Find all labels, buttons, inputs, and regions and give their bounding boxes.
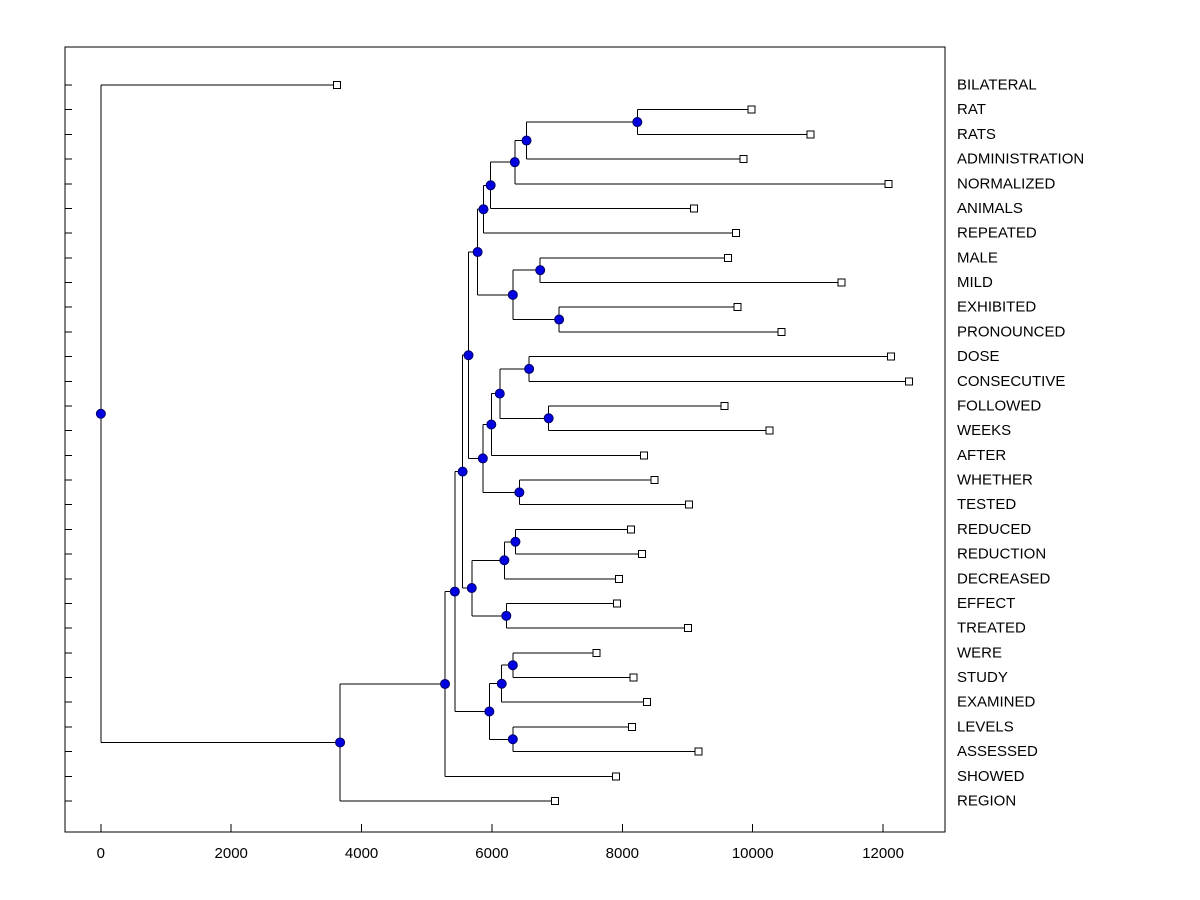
cluster-node-marker (524, 363, 535, 374)
leaf-label: NORMALIZED (957, 175, 1056, 192)
leaf-label: AFTER (957, 447, 1006, 464)
leaf-marker (611, 772, 620, 781)
leaf-marker (615, 574, 624, 583)
leaf-marker (650, 476, 659, 485)
leaf-label: REGION (957, 793, 1016, 810)
leaf-label: SHOWED (957, 768, 1025, 785)
cluster-node-marker (463, 350, 474, 361)
cluster-node-marker (510, 536, 521, 547)
leaf-label: DOSE (957, 348, 1000, 365)
leaf-marker (806, 130, 815, 139)
cluster-node-marker (535, 265, 546, 276)
leaf-marker (684, 624, 693, 633)
cluster-node-marker (457, 466, 468, 477)
leaf-label: EXHIBITED (957, 299, 1036, 316)
leaf-label: REDUCED (957, 521, 1031, 538)
x-axis-tick-label: 10000 (732, 845, 774, 862)
cluster-node-marker (543, 413, 554, 424)
cluster-node-marker (501, 610, 512, 621)
cluster-node-marker (494, 388, 505, 399)
leaf-marker (739, 155, 748, 164)
leaf-marker (551, 797, 560, 805)
cluster-node-marker (440, 678, 451, 689)
plot-box (64, 46, 946, 833)
leaf-marker (723, 253, 732, 262)
leaf-label: RAT (957, 101, 986, 118)
leaf-marker (637, 550, 646, 559)
x-axis-tick-label: 12000 (862, 845, 904, 862)
leaf-label: DECREASED (957, 570, 1051, 587)
cluster-node-marker (449, 586, 460, 597)
leaf-label: WERE (957, 644, 1002, 661)
leaf-marker (643, 698, 652, 707)
leaf-marker (837, 278, 846, 287)
leaf-marker (747, 105, 756, 114)
leaf-label: REPEATED (957, 225, 1037, 242)
leaf-marker (905, 377, 914, 386)
leaf-marker (720, 401, 729, 410)
leaf-marker (690, 204, 699, 213)
leaf-marker (613, 599, 622, 608)
leaf-marker (628, 722, 637, 731)
x-axis-tick-label: 2000 (215, 845, 248, 862)
cluster-node-marker (466, 583, 477, 594)
cluster-node-marker (521, 135, 532, 146)
cluster-node-marker (335, 737, 346, 748)
leaf-label: PRONOUNCED (957, 323, 1066, 340)
leaf-marker (332, 81, 341, 89)
cluster-node-marker (496, 678, 507, 689)
leaf-marker (733, 303, 742, 312)
leaf-label: WHETHER (957, 472, 1033, 489)
x-axis-tick-label: 6000 (475, 845, 508, 862)
leaf-label: ASSESSED (957, 743, 1038, 760)
cluster-node-marker (486, 419, 497, 430)
cluster-node-marker (484, 706, 495, 717)
leaf-marker (731, 229, 740, 238)
leaf-label: MILD (957, 274, 993, 291)
leaf-label: REDUCTION (957, 546, 1046, 563)
leaf-label: FOLLOWED (957, 397, 1041, 414)
leaf-label: MALE (957, 249, 998, 266)
cluster-node-marker (514, 487, 525, 498)
leaf-label: EXAMINED (957, 694, 1036, 711)
leaf-marker (886, 352, 895, 361)
leaf-label: WEEKS (957, 422, 1011, 439)
x-axis-tick-label: 8000 (606, 845, 639, 862)
leaf-marker (684, 500, 693, 509)
leaf-marker (694, 747, 703, 756)
leaf-marker (777, 327, 786, 336)
leaf-label: TESTED (957, 496, 1016, 513)
leaf-label: RATS (957, 126, 996, 143)
leaf-marker (639, 451, 648, 460)
leaf-marker (629, 673, 638, 682)
cluster-node-marker (554, 314, 565, 325)
leaf-marker (592, 648, 601, 657)
leaf-label: BILATERAL (957, 77, 1037, 94)
leaf-label: ANIMALS (957, 200, 1023, 217)
cluster-node-marker (485, 180, 496, 191)
cluster-node-marker (477, 453, 488, 464)
leaf-marker (626, 525, 635, 534)
cluster-node-marker (507, 734, 518, 745)
leaf-marker (765, 426, 774, 435)
leaf-label: TREATED (957, 620, 1026, 637)
cluster-node-marker (499, 555, 510, 566)
cluster-node-marker (478, 204, 489, 215)
x-axis-tick-label: 4000 (345, 845, 378, 862)
leaf-label: EFFECT (957, 595, 1015, 612)
cluster-node-marker (95, 408, 106, 419)
x-axis-tick-label: 0 (97, 845, 105, 862)
cluster-node-marker (509, 157, 520, 168)
cluster-node-marker (507, 289, 518, 300)
leaf-label: CONSECUTIVE (957, 373, 1065, 390)
leaf-label: ADMINISTRATION (957, 151, 1084, 168)
leaf-label: LEVELS (957, 718, 1014, 735)
cluster-node-marker (507, 660, 518, 671)
cluster-node-marker (632, 117, 643, 128)
cluster-node-marker (472, 247, 483, 258)
leaf-label: STUDY (957, 669, 1008, 686)
leaf-marker (884, 179, 893, 188)
